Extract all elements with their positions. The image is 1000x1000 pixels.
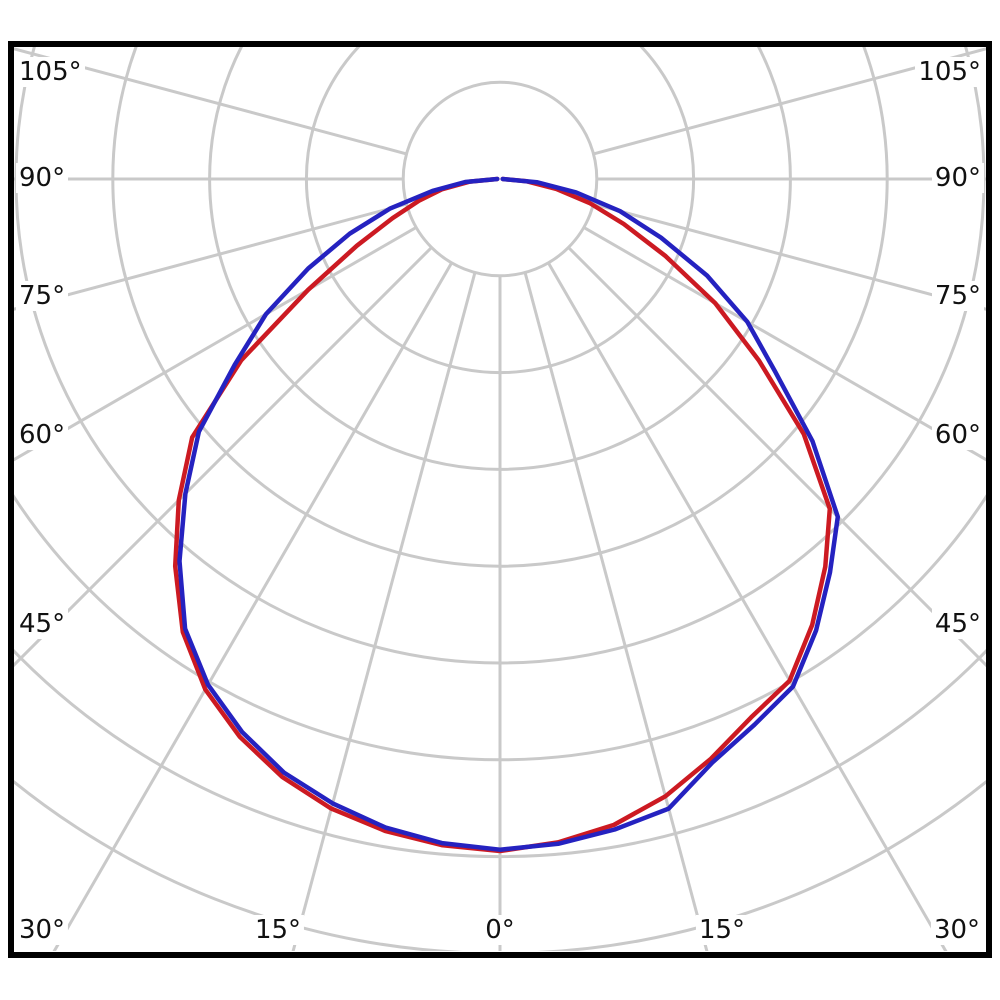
chart-frame (8, 41, 992, 958)
grid-ray (14, 47, 407, 156)
angle-label: 30° (15, 915, 69, 945)
angle-label: 75° (931, 281, 984, 311)
blue-curve (177, 176, 841, 852)
grid-ray (52, 262, 453, 951)
grid-ray (291, 272, 477, 951)
grid-ray (14, 226, 417, 462)
angle-label: 75° (16, 281, 69, 311)
angle-label: 15° (251, 915, 305, 945)
angle-label: 30° (930, 915, 984, 945)
angle-label: 60° (16, 420, 69, 450)
grid-ray (547, 262, 948, 951)
angle-label: 60° (931, 420, 984, 450)
angle-label: 15° (695, 915, 749, 945)
angle-label: 90° (931, 163, 984, 193)
grid-ring (401, 80, 599, 278)
grid-ray (593, 202, 986, 311)
angle-label: 45° (931, 609, 984, 639)
angle-label: 0° (482, 915, 518, 945)
grid-ray (593, 47, 986, 156)
grid-ray (583, 226, 986, 462)
angle-label: 45° (16, 609, 69, 639)
angle-label: 105° (16, 57, 85, 87)
angle-label: 90° (16, 163, 69, 193)
grid-ray (14, 246, 433, 668)
angle-label: 105° (915, 57, 984, 87)
grid-ray (567, 246, 986, 668)
grid-ray (14, 202, 407, 311)
grid-ray (523, 272, 709, 951)
red-curve (172, 176, 833, 854)
